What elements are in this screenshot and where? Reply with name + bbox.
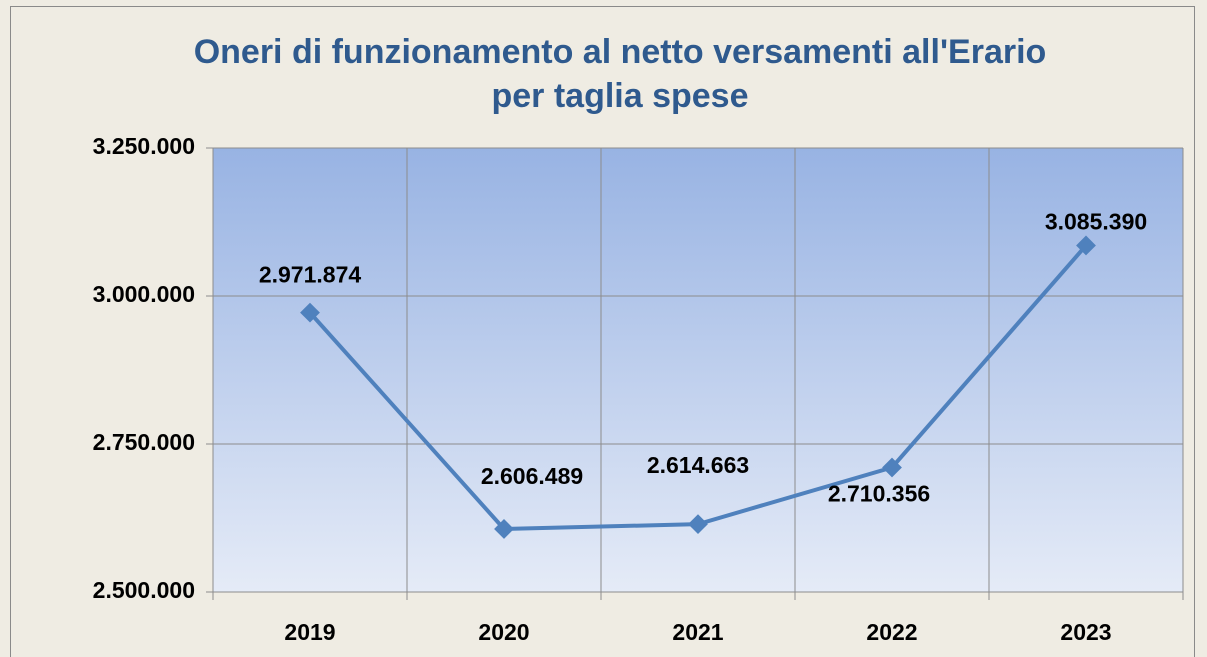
marker (300, 302, 320, 323)
y-tick-label: 2.750.000 (93, 429, 195, 455)
marker (882, 457, 902, 478)
data-label: 2.606.489 (481, 463, 583, 489)
y-tick-label: 3.000.000 (93, 281, 195, 307)
x-tick-label: 2020 (478, 619, 529, 645)
y-tick-label: 3.250.000 (93, 133, 195, 159)
data-label: 2.710.356 (828, 481, 930, 507)
marker (494, 519, 514, 539)
x-tick-label: 2021 (672, 619, 723, 645)
chart-title: Oneri di funzionamento al netto versamen… (193, 33, 1047, 115)
y-tick-label: 2.500.000 (93, 577, 195, 603)
chart-border (10, 6, 1195, 657)
data-label: 2.614.663 (647, 452, 749, 478)
marker (1076, 235, 1096, 256)
x-tick-label: 2019 (284, 619, 335, 645)
marker (688, 514, 708, 535)
x-tick-label: 2022 (866, 619, 917, 645)
x-tick-label: 2023 (1060, 619, 1111, 645)
data-label: 3.085.390 (1045, 209, 1147, 235)
data-label: 2.971.874 (259, 262, 362, 288)
